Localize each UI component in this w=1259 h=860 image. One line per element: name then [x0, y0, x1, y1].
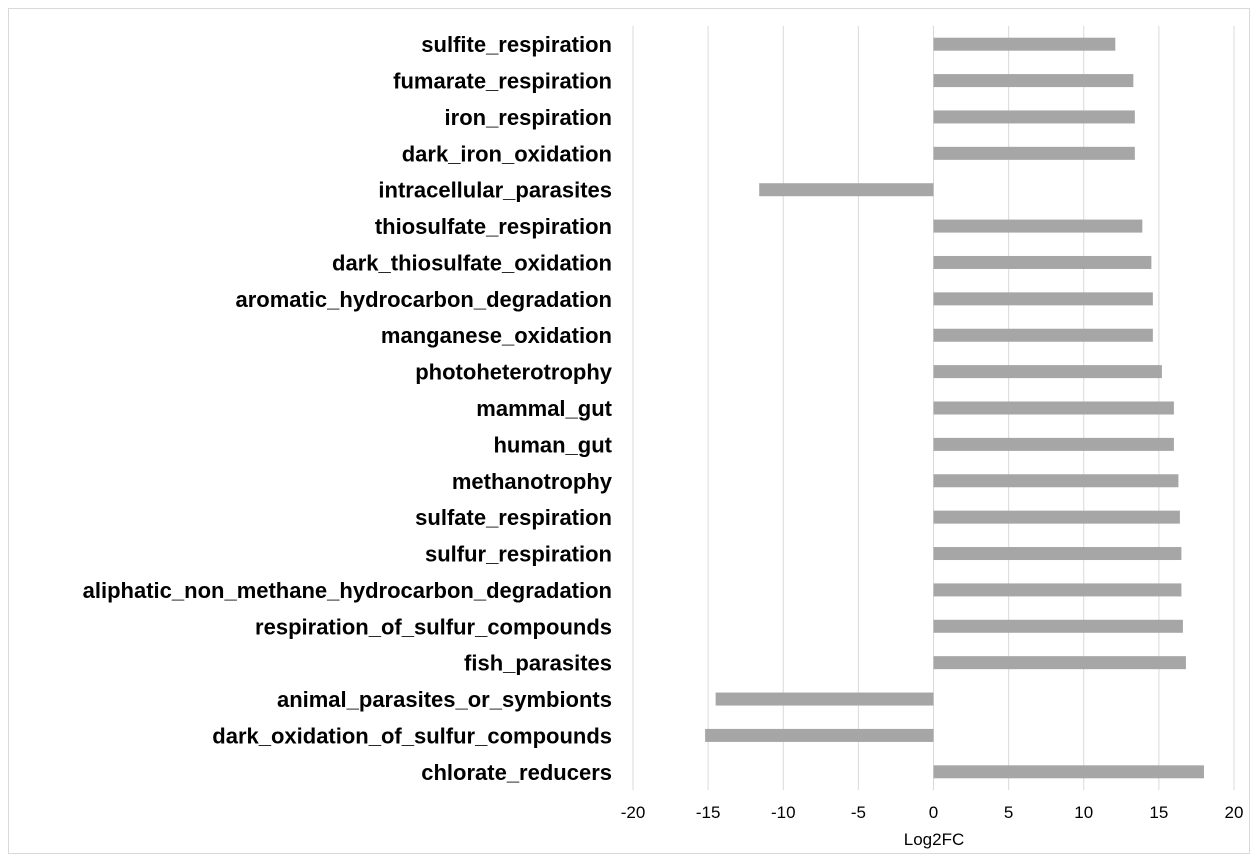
bar-photoheterotrophy [933, 365, 1162, 379]
bar-dark-oxidation-of-sulfur-compounds [705, 728, 934, 742]
category-label: aliphatic_non_methane_hydrocarbon_degrad… [83, 578, 612, 603]
bar-aliphatic-non-methane-hydrocarbon-degradation [933, 583, 1182, 597]
bar-chlorate-reducers [933, 765, 1204, 779]
category-label: sulfur_respiration [425, 542, 612, 567]
bar-sulfite-respiration [933, 37, 1116, 51]
category-label: thiosulfate_respiration [375, 214, 612, 239]
category-label: sulfite_respiration [421, 32, 612, 57]
x-tick-label: 0 [929, 803, 938, 822]
bar-animal-parasites-or-symbionts [715, 692, 934, 706]
chart-border [8, 8, 1250, 854]
bar-methanotrophy [933, 474, 1179, 488]
x-tick-labels: -20 -15 -10 -5 0 5 10 15 20 [621, 803, 1244, 822]
category-label: intracellular_parasites [378, 178, 612, 203]
x-tick-label: -5 [851, 803, 866, 822]
x-tick-label: -10 [771, 803, 796, 822]
x-tick-label: 10 [1074, 803, 1093, 822]
bar-intracellular-parasites [759, 183, 934, 197]
category-label: aromatic_hydrocarbon_degradation [235, 287, 612, 312]
x-tick-label: -15 [696, 803, 721, 822]
category-label: manganese_oxidation [381, 323, 612, 348]
bar-iron-respiration [933, 110, 1135, 124]
category-label: fish_parasites [464, 651, 612, 676]
bar-aromatic-hydrocarbon-degradation [933, 292, 1153, 306]
category-label: chlorate_reducers [421, 760, 612, 785]
bar-human-gut [933, 437, 1174, 451]
category-label: dark_iron_oxidation [402, 141, 612, 166]
x-tick-label: -20 [621, 803, 646, 822]
category-label: mammal_gut [476, 396, 612, 421]
category-label: dark_thiosulfate_oxidation [332, 250, 612, 275]
bar-mammal-gut [933, 401, 1174, 415]
x-tick-label: 20 [1225, 803, 1244, 822]
bars [705, 37, 1204, 779]
bar-sulfur-respiration [933, 547, 1182, 561]
category-label: dark_oxidation_of_sulfur_compounds [212, 723, 612, 748]
category-label: fumarate_respiration [393, 69, 612, 94]
x-tick-label: 15 [1149, 803, 1168, 822]
category-label: methanotrophy [452, 469, 613, 494]
bar-respiration-of-sulfur-compounds [933, 619, 1183, 633]
bar-dark-iron-oxidation [933, 146, 1135, 160]
category-label: sulfate_respiration [415, 505, 612, 530]
x-tick-label: 5 [1004, 803, 1013, 822]
category-label: human_gut [493, 432, 612, 457]
x-axis-title: Log2FC [904, 830, 964, 849]
category-label: photoheterotrophy [415, 360, 613, 385]
bar-fumarate-respiration [933, 74, 1134, 88]
category-label: animal_parasites_or_symbionts [277, 687, 612, 712]
bar-fish-parasites [933, 656, 1186, 670]
bar-thiosulfate-respiration [933, 219, 1143, 233]
bar-manganese-oxidation [933, 328, 1153, 342]
category-labels: sulfite_respiration fumarate_respirationi… [83, 32, 613, 785]
category-label: respiration_of_sulfur_compounds [255, 614, 612, 639]
category-label: iron_respiration [445, 105, 612, 130]
bar-sulfate-respiration [933, 510, 1180, 524]
bar-dark-thiosulfate-oxidation [933, 255, 1152, 269]
